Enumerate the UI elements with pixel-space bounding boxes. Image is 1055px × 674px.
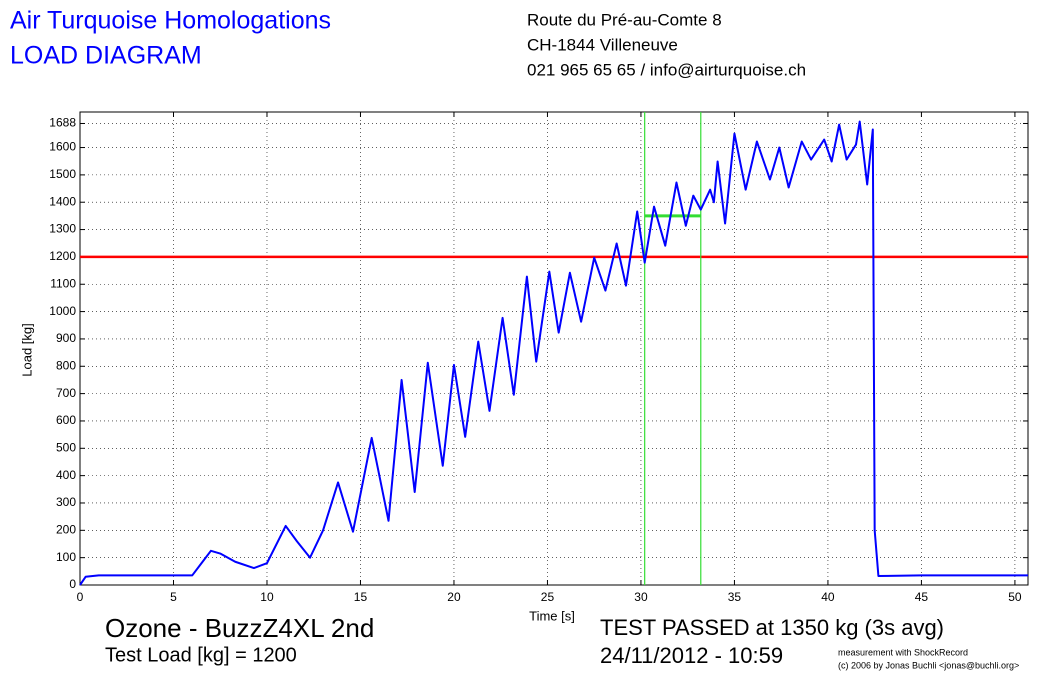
- y-tick-label: 600: [56, 413, 76, 427]
- address: 021 965 65 65 / info@airturquoise.ch: [527, 60, 806, 79]
- y-tick-label: 500: [56, 440, 76, 454]
- x-tick-label: 10: [260, 590, 274, 604]
- x-tick-label: 5: [170, 590, 177, 604]
- x-tick-label: 40: [821, 590, 835, 604]
- y-tick-label: 1600: [49, 140, 76, 154]
- x-tick-label: 50: [1008, 590, 1022, 604]
- y-tick-label: 800: [56, 358, 76, 372]
- y-tick-label: 1000: [49, 304, 76, 318]
- datetime: 24/11/2012 - 10:59: [600, 643, 783, 668]
- y-tick-label: 1500: [49, 167, 76, 181]
- y-tick-label: 1400: [49, 194, 76, 208]
- y-tick-label: 1100: [50, 276, 76, 290]
- y-tick-label: 1300: [49, 222, 76, 236]
- product: Ozone - BuzzZ4XL 2nd: [105, 613, 374, 643]
- result: TEST PASSED at 1350 kg (3s avg): [600, 615, 944, 640]
- y-axis-label: Load [kg]: [19, 323, 34, 377]
- y-tick-label: 400: [56, 468, 76, 482]
- plot-area: [80, 112, 1028, 585]
- plot-frame: [79, 111, 1029, 586]
- y-tick-label: 700: [56, 386, 76, 400]
- credits: (c) 2006 by Jonas Buchli <jonas@buchli.o…: [838, 660, 1019, 670]
- x-tick-label: 30: [634, 590, 648, 604]
- y-tick-label: 200: [56, 522, 76, 536]
- y-tick-label: 1200: [49, 249, 76, 263]
- x-axis-label: Time [s]: [529, 608, 575, 623]
- data-line: [79, 120, 1028, 586]
- x-tick-label: 45: [915, 590, 929, 604]
- y-tick-label: 100: [56, 550, 76, 564]
- x-tick-label: 25: [541, 590, 555, 604]
- title: Air Turquoise Homologations: [10, 7, 331, 35]
- subtitle: LOAD DIAGRAM: [10, 42, 202, 70]
- x-tick-label: 0: [77, 590, 84, 604]
- y-tick-label: 300: [56, 495, 76, 509]
- address: Route du Pré-au-Comte 8: [527, 10, 722, 29]
- y-tick-label: 1688: [49, 116, 76, 130]
- y-tick-label: 900: [56, 331, 76, 345]
- y-tick-label: 0: [69, 577, 76, 591]
- test-load: Test Load [kg] = 1200: [105, 644, 297, 666]
- x-tick-label: 15: [354, 590, 368, 604]
- x-tick-label: 35: [728, 590, 742, 604]
- credits: measurement with ShockRecord: [838, 647, 968, 657]
- x-tick-label: 20: [447, 590, 461, 604]
- address: CH-1844 Villeneuve: [527, 35, 678, 54]
